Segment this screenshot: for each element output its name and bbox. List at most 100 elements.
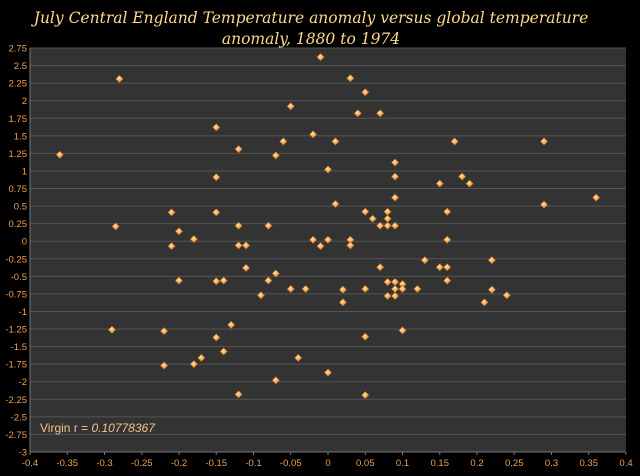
y-tick-label: 1.25 bbox=[9, 149, 28, 160]
data-point-marker bbox=[107, 325, 116, 334]
data-point-marker bbox=[160, 327, 169, 336]
data-point-marker bbox=[376, 109, 385, 118]
data-point-marker bbox=[353, 109, 362, 118]
data-point-marker bbox=[212, 333, 221, 342]
y-tick-label: -2.75 bbox=[5, 430, 27, 441]
x-tick-label: 0.1 bbox=[396, 458, 409, 469]
data-point-marker bbox=[212, 208, 221, 217]
data-point-marker bbox=[338, 298, 347, 307]
y-tick-label: 0 bbox=[22, 237, 27, 248]
y-tick-label: 2 bbox=[22, 96, 27, 107]
data-point-marker bbox=[391, 158, 400, 167]
x-tick-label: -0.4 bbox=[22, 458, 38, 469]
y-tick-label: -0.75 bbox=[5, 289, 27, 300]
data-point-marker bbox=[420, 256, 429, 265]
data-point-marker bbox=[398, 284, 407, 294]
data-point-marker bbox=[413, 284, 422, 294]
data-point-marker bbox=[55, 150, 64, 159]
data-point-marker bbox=[242, 241, 251, 250]
data-point-marker bbox=[361, 207, 370, 216]
data-point-marker bbox=[316, 53, 325, 62]
data-point-marker bbox=[383, 291, 392, 301]
x-tick-label: -0.2 bbox=[171, 458, 187, 469]
data-point-marker bbox=[391, 291, 400, 301]
correlation-annotation: Virgin r = 0.10778367 bbox=[40, 421, 156, 435]
data-point-marker bbox=[197, 353, 206, 362]
data-point-marker bbox=[234, 241, 243, 250]
data-point-marker bbox=[361, 88, 370, 97]
data-point-marker bbox=[242, 263, 251, 272]
data-point-marker bbox=[271, 376, 280, 385]
y-tick-label: -0.25 bbox=[5, 254, 27, 265]
y-tick-label: -1.25 bbox=[5, 325, 27, 336]
data-point-marker bbox=[338, 285, 347, 294]
data-point-marker bbox=[502, 291, 511, 300]
data-point-marker bbox=[391, 221, 400, 230]
x-tick-label: 0.15 bbox=[431, 458, 450, 469]
data-point-marker bbox=[309, 130, 318, 139]
data-point-marker bbox=[256, 291, 265, 300]
y-tick-label: -2.5 bbox=[11, 412, 27, 423]
data-point-marker bbox=[189, 235, 198, 244]
data-point-marker bbox=[174, 276, 184, 285]
data-point-marker bbox=[323, 165, 333, 174]
data-point-marker bbox=[443, 276, 452, 285]
x-tick-label: 0 bbox=[325, 458, 330, 469]
y-tick-label: -1.5 bbox=[11, 342, 27, 353]
x-tick-label: -0.1 bbox=[245, 458, 261, 469]
data-point-marker bbox=[316, 242, 325, 251]
data-point-marker bbox=[115, 74, 124, 83]
data-point-marker bbox=[212, 123, 221, 132]
y-tick-label: -0.5 bbox=[11, 272, 27, 283]
x-tick-label: 0.3 bbox=[545, 458, 558, 469]
y-axis-tick-labels: 2.75 2.5 2.25 2 1.75 1.5 1.25 1 0.75 0.5 0.25 0 -0.2… bbox=[5, 44, 27, 459]
x-tick-label: 0.4 bbox=[619, 458, 632, 469]
data-point-marker bbox=[323, 235, 333, 244]
data-point-marker bbox=[212, 277, 221, 286]
data-point-marker bbox=[323, 368, 333, 377]
plot-area bbox=[30, 48, 626, 452]
data-point-marker bbox=[487, 256, 496, 265]
data-point-marker bbox=[219, 347, 228, 356]
chart-title-line-2: anomaly, 1880 to 1974 bbox=[222, 30, 400, 48]
data-point-marker bbox=[264, 276, 273, 285]
data-point-marker bbox=[398, 326, 407, 335]
data-point-marker bbox=[391, 193, 400, 202]
y-tick-label: 1 bbox=[22, 166, 27, 177]
data-point-marker bbox=[212, 173, 221, 182]
data-point-marker bbox=[368, 214, 377, 223]
correlation-label: Virgin r = bbox=[40, 421, 91, 435]
chart-title-line-1: July Central England Temperature anomaly… bbox=[31, 9, 589, 27]
data-point-marker bbox=[234, 145, 243, 154]
gridlines bbox=[29, 47, 627, 455]
data-point-marker bbox=[443, 263, 452, 272]
data-point-marker bbox=[160, 361, 169, 370]
data-point-marker bbox=[361, 391, 370, 400]
data-point-marker bbox=[487, 285, 496, 294]
y-tick-label: -3 bbox=[19, 448, 27, 459]
data-points bbox=[55, 53, 601, 400]
x-tick-label: 0.2 bbox=[470, 458, 483, 469]
data-point-marker bbox=[294, 353, 303, 362]
data-point-marker bbox=[443, 235, 452, 244]
x-tick-label: -0.25 bbox=[131, 458, 153, 469]
data-point-marker bbox=[279, 137, 288, 146]
data-point-marker bbox=[111, 222, 120, 231]
data-point-marker bbox=[443, 207, 452, 216]
data-point-marker bbox=[264, 221, 273, 230]
y-tick-label: 1.75 bbox=[9, 114, 28, 125]
x-tick-label: -0.35 bbox=[56, 458, 78, 469]
data-point-marker bbox=[383, 277, 392, 286]
data-point-marker bbox=[361, 284, 370, 294]
data-point-marker bbox=[227, 320, 236, 329]
y-tick-label: 0.75 bbox=[9, 184, 28, 195]
data-point-marker bbox=[331, 137, 340, 146]
data-point-marker bbox=[331, 199, 340, 209]
y-tick-label: 2.75 bbox=[9, 44, 28, 55]
y-tick-label: -2 bbox=[19, 377, 27, 388]
data-point-marker bbox=[480, 298, 489, 307]
data-point-marker bbox=[189, 360, 198, 369]
data-point-marker bbox=[346, 241, 355, 250]
data-point-marker bbox=[435, 179, 444, 188]
x-tick-label: 0.25 bbox=[505, 458, 524, 469]
